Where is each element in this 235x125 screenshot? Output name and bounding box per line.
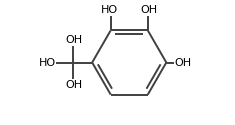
Text: OH: OH bbox=[141, 5, 158, 15]
Text: OH: OH bbox=[174, 58, 192, 68]
Text: HO: HO bbox=[39, 58, 56, 68]
Text: HO: HO bbox=[101, 5, 118, 15]
Text: OH: OH bbox=[65, 80, 82, 90]
Text: OH: OH bbox=[65, 35, 82, 45]
